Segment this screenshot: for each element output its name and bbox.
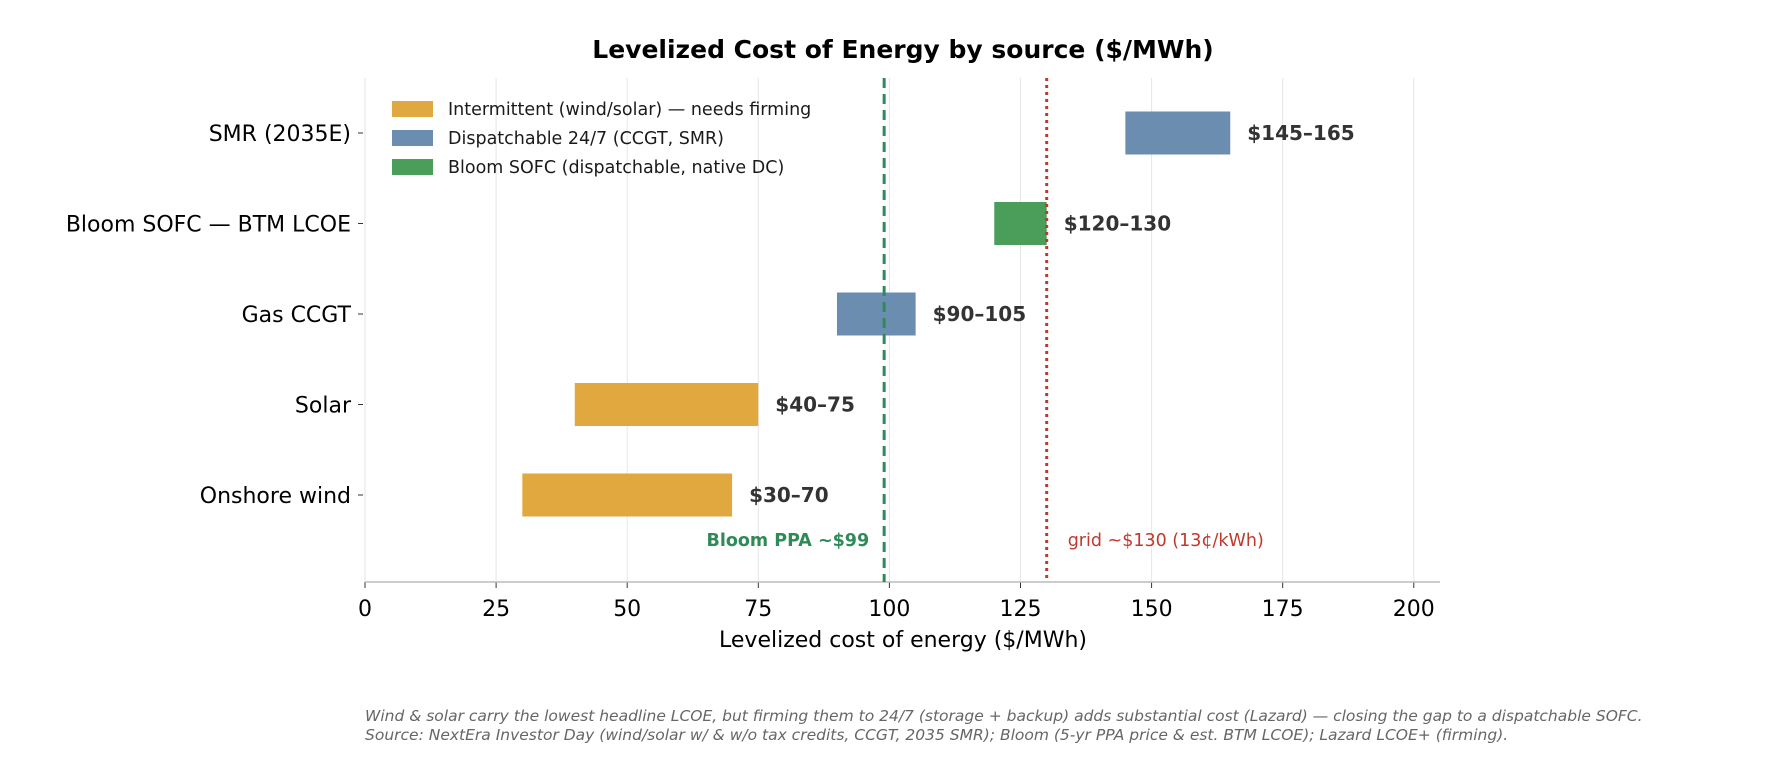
category-label: Onshore wind [200, 484, 351, 509]
reference-label: grid ~$130 (13¢/kWh) [1068, 531, 1264, 551]
x-tick-label: 0 [358, 597, 372, 622]
reference-label: Bloom PPA ~$99 [707, 531, 870, 551]
category-label: Bloom SOFC — BTM LCOE [66, 213, 351, 238]
value-label: $145–165 [1247, 121, 1354, 145]
x-tick-label: 100 [868, 597, 910, 622]
x-tick-label: 25 [482, 597, 510, 622]
legend-swatch [392, 159, 433, 175]
bar-solar [574, 383, 759, 426]
x-tick-label: 150 [1131, 597, 1173, 622]
legend-entry: Dispatchable 24/7 (CCGT, SMR) [448, 129, 724, 149]
bars: $145–165 $120–130 $90–105 $40–75 $30–70 [522, 111, 1355, 517]
footnote-line-1: Wind & solar carry the lowest headline L… [365, 707, 1643, 725]
category-label: Solar [295, 394, 352, 419]
x-axis-label: Levelized cost of energy ($/MWh) [719, 628, 1087, 653]
value-label: $40–75 [775, 393, 855, 417]
x-axis: 0 25 50 75 100 125 150 175 200 [358, 78, 1440, 622]
x-tick-label: 75 [744, 597, 772, 622]
value-label: $90–105 [933, 302, 1027, 326]
legend: Intermittent (wind/solar) — needs firmin… [392, 100, 811, 178]
footnote-line-2: Source: NextEra Investor Day (wind/solar… [365, 726, 1508, 744]
value-label: $120–130 [1064, 212, 1171, 236]
legend-swatch [392, 130, 433, 146]
bar-gas-ccgt [836, 292, 916, 336]
x-tick-label: 50 [613, 597, 641, 622]
x-tick-label: 200 [1393, 597, 1435, 622]
category-label: Gas CCGT [242, 303, 352, 328]
chart-title: Levelized Cost of Energy by source ($/MW… [592, 35, 1213, 64]
legend-swatch [392, 101, 433, 117]
x-tick-label: 125 [999, 597, 1041, 622]
bar-onshore-wind [522, 473, 733, 517]
bar-bloom-sofc-btm-lcoe [994, 202, 1047, 245]
reference-lines: Bloom PPA ~$99 grid ~$130 (13¢/kWh) [707, 78, 1264, 582]
value-label: $30–70 [749, 483, 829, 507]
bar-smr-2035e- [1125, 111, 1231, 155]
legend-entry: Bloom SOFC (dispatchable, native DC) [448, 158, 784, 178]
y-axis: SMR (2035E) Bloom SOFC — BTM LCOE Gas CCGT… [66, 122, 363, 509]
x-tick-label: 175 [1262, 597, 1304, 622]
legend-entry: Intermittent (wind/solar) — needs firmin… [448, 100, 811, 120]
category-label: SMR (2035E) [209, 122, 351, 147]
